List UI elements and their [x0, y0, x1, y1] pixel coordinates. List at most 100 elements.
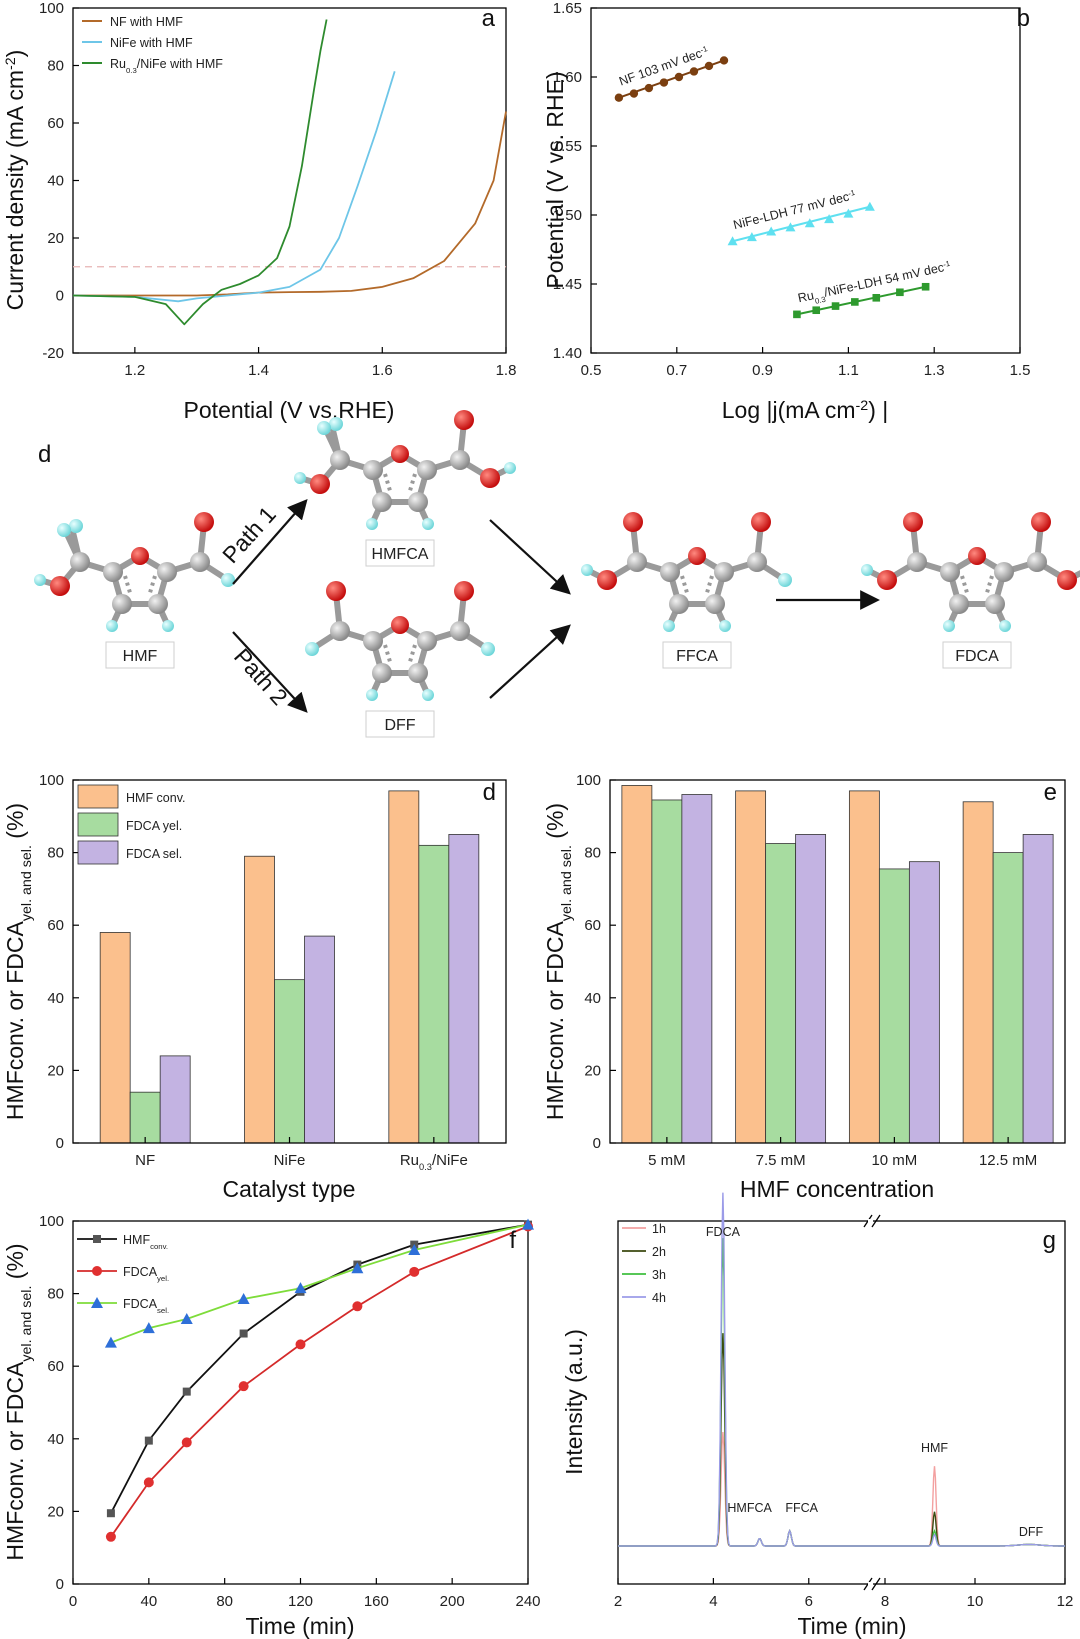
atom-H [366, 689, 378, 701]
peak-label-hmf: HMF [921, 1441, 948, 1455]
chart-e-hmf-concentration: 0 20 40 60 80 100 5 mM 7.5 mM 10 mM 12.5 mM e HMF c… [542, 772, 1066, 1202]
x-tick-label: 12.5 mM [979, 1152, 1037, 1169]
atom-C [148, 594, 168, 614]
x-tick-label: NF [135, 1152, 155, 1169]
molecule-dff: DFF [305, 581, 495, 738]
x-tick-label: 80 [216, 1593, 233, 1610]
data-point [409, 1266, 420, 1277]
data-point [294, 1282, 307, 1294]
molecule-fdca: FDCA [861, 512, 1080, 669]
y-tick-label: 1.60 [553, 69, 582, 86]
bar-2-1 [304, 935, 335, 1144]
y-tick-label: 20 [584, 1062, 601, 1079]
x-tick-label: 0 [69, 1593, 77, 1610]
data-point [851, 298, 859, 306]
x-tick-label: 240 [515, 1593, 540, 1610]
y-axis-label: HMFconv. or FDCAyel. and sel. (%) [2, 1243, 35, 1560]
chart-f-time-course: 0 40 80 120 160 200 240 0 20 40 60 80 100 HMFconv. FDC… [2, 1213, 541, 1639]
molecule-label: HMF [123, 648, 158, 665]
y-tick-label: 60 [47, 115, 64, 132]
atom-O [751, 512, 771, 532]
bar-2-2 [908, 861, 940, 1144]
data-point [831, 302, 840, 310]
bar-1-0 [129, 1091, 161, 1144]
atom-H [57, 523, 71, 537]
atom-H [34, 574, 46, 586]
ring-inner [407, 644, 417, 666]
bar-0-1 [244, 855, 275, 1144]
legend-marker-0 [93, 1235, 101, 1243]
series-line-2 [72, 19, 328, 326]
atom-O [50, 576, 70, 596]
atom-O [480, 468, 500, 488]
x-tick-label: 160 [364, 1593, 389, 1610]
x-tick-label: 4 [709, 1593, 717, 1610]
atom-C [994, 562, 1014, 582]
atom-O [903, 512, 923, 532]
bar-0-1 [735, 790, 767, 1144]
x-tick-label: 1.4 [248, 362, 269, 379]
atom-C [705, 594, 725, 614]
atom-H [719, 620, 731, 632]
x-tick-label: 200 [440, 1593, 465, 1610]
x-tick-label: 8 [881, 1593, 889, 1610]
atom-O [131, 547, 149, 565]
series-line-2 [110, 1223, 529, 1344]
panel-label-scheme: d [38, 441, 51, 468]
x-tick-label: Ru0.3/NiFe [400, 1152, 468, 1172]
atom-O [326, 581, 346, 601]
y-tick-label: 0 [56, 288, 64, 305]
data-point [674, 72, 684, 82]
bar-0-0 [99, 932, 131, 1144]
data-point [727, 236, 738, 246]
bar-1-2 [878, 868, 910, 1144]
legend-label-2: Ru0.3/NiFe with HMF [110, 57, 223, 75]
ring-inner [123, 575, 133, 597]
atom-C [669, 594, 689, 614]
atom-C [408, 663, 428, 683]
bar-2-0 [681, 794, 713, 1144]
atom-H [329, 417, 343, 431]
atom-H [422, 689, 434, 701]
x-tick-label: 1.3 [924, 362, 945, 379]
x-axis-label: HMF concentration [740, 1176, 934, 1202]
atom-C [70, 552, 90, 572]
bar-2-1 [795, 834, 827, 1144]
data-point [143, 1477, 154, 1488]
x-tick-label: 1.8 [496, 362, 517, 379]
data-point [142, 1322, 155, 1334]
atom-C [330, 621, 350, 641]
data-point [105, 1531, 116, 1542]
ring-inner [383, 644, 393, 666]
data-point [351, 1262, 364, 1274]
atom-H [504, 462, 516, 474]
legend-label-0: 1h [652, 1222, 666, 1236]
legend-label-0: HMFconv. [123, 1233, 168, 1251]
y-tick-label: 40 [47, 173, 64, 190]
atom-H [305, 642, 319, 656]
legend-marker-2 [91, 1297, 103, 1308]
x-tick-label: NiFe [274, 1152, 306, 1169]
data-point [864, 201, 875, 211]
atom-C [103, 562, 123, 582]
arrow-path-1 [232, 499, 308, 585]
atom-H [422, 518, 434, 530]
x-axis-label: Potential (V vs.RHE) [184, 397, 395, 423]
y-axis-label: HMFconv. or FDCAyel. and sel. (%) [542, 803, 575, 1120]
legend-swatch-1 [77, 812, 119, 837]
legend-label-1: NiFe with HMF [110, 36, 193, 50]
bar-1-1 [274, 979, 305, 1144]
y-tick-label: 100 [39, 1213, 64, 1230]
axis-break-gap [868, 1219, 873, 1223]
x-tick-label: 1.6 [372, 362, 393, 379]
bar-0-2 [848, 790, 880, 1144]
y-tick-label: 60 [584, 917, 601, 934]
ring-inner [680, 575, 690, 597]
y-tick-label: 1.45 [553, 276, 582, 293]
atom-C [747, 552, 767, 572]
molecule-label-box [365, 539, 435, 567]
molecule-ffca: FFCA [581, 512, 792, 669]
atom-C [372, 492, 392, 512]
arrow-hmfca-ffca [489, 519, 571, 595]
